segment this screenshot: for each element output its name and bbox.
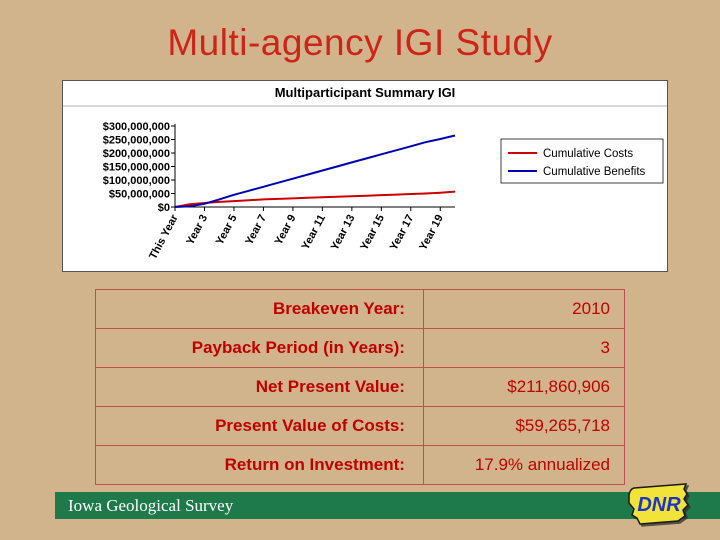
x-axis-tick-label: Year 17	[388, 213, 417, 253]
slide-title: Multi-agency IGI Study	[167, 22, 553, 63]
table-row: Present Value of Costs: $59,265,718	[95, 406, 626, 446]
x-axis-tick-label: Year 11	[300, 213, 328, 252]
table-row: Payback Period (in Years): 3	[95, 328, 626, 368]
metric-value: $59,265,718	[422, 406, 626, 446]
y-axis-tick-label: $100,000,000	[103, 175, 170, 187]
metrics-table: Breakeven Year: 2010 Payback Period (in Ye…	[95, 289, 626, 485]
metric-value: 2010	[422, 289, 626, 329]
series-line-cumulative-benefits	[174, 134, 456, 208]
table-row: Breakeven Year: 2010	[95, 289, 626, 329]
x-axis-tick-label: Year 15	[358, 213, 387, 253]
footer-text: Iowa Geological Survey	[68, 496, 234, 515]
metric-label: Net Present Value:	[95, 367, 424, 407]
table-row: Net Present Value: $211,860,906	[95, 367, 626, 407]
x-axis-tick-label: Year 19	[417, 213, 446, 253]
x-axis-tick-label: This Year	[147, 212, 181, 261]
y-axis-tick-label: $50,000,000	[109, 189, 170, 201]
x-axis-tick-label: Year 13	[329, 213, 358, 253]
igi-chart: Multiparticipant Summary IGI $300,000,000…	[62, 80, 668, 272]
x-axis-tick-label: Year 7	[243, 213, 269, 247]
y-axis-tick-label: $250,000,000	[103, 135, 170, 147]
metric-value: 3	[422, 328, 626, 368]
iowa-outline-shape	[628, 483, 689, 525]
metric-value: $211,860,906	[422, 367, 626, 407]
metric-label: Breakeven Year:	[95, 289, 424, 329]
dnr-logo: DNR	[626, 480, 692, 528]
series-line-cumulative-costs	[174, 190, 456, 208]
metric-value: 17.9% annualized	[422, 445, 626, 485]
dnr-logo-text: DNR	[637, 494, 681, 516]
iowa-state-icon: DNR	[628, 483, 689, 525]
table-row: Return on Investment: 17.9% annualized	[95, 445, 626, 485]
metrics-table-body: Breakeven Year: 2010 Payback Period (in Ye…	[95, 289, 626, 485]
legend-label: Cumulative Costs	[543, 148, 633, 160]
chart-legend	[500, 138, 664, 184]
footer-bar: Iowa Geological Survey	[55, 492, 720, 519]
y-axis-tick-label: $200,000,000	[103, 148, 170, 160]
metric-label: Payback Period (in Years):	[95, 328, 424, 368]
x-axis-tick-label: Year 3	[184, 213, 210, 247]
metric-label: Return on Investment:	[95, 445, 424, 485]
igi-chart-svg: Multiparticipant Summary IGI $300,000,000…	[63, 85, 667, 261]
chart-title: Multiparticipant Summary IGI	[275, 85, 456, 100]
y-axis-tick-label: $300,000,000	[103, 121, 170, 133]
y-axis-tick-label: $150,000,000	[103, 162, 170, 174]
metric-label: Present Value of Costs:	[95, 406, 424, 446]
x-axis-tick-label: Year 5	[214, 213, 240, 247]
y-axis-tick-label: $0	[158, 202, 170, 214]
legend-label: Cumulative Benefits	[543, 166, 646, 178]
x-axis-tick-label: Year 9	[273, 213, 299, 247]
